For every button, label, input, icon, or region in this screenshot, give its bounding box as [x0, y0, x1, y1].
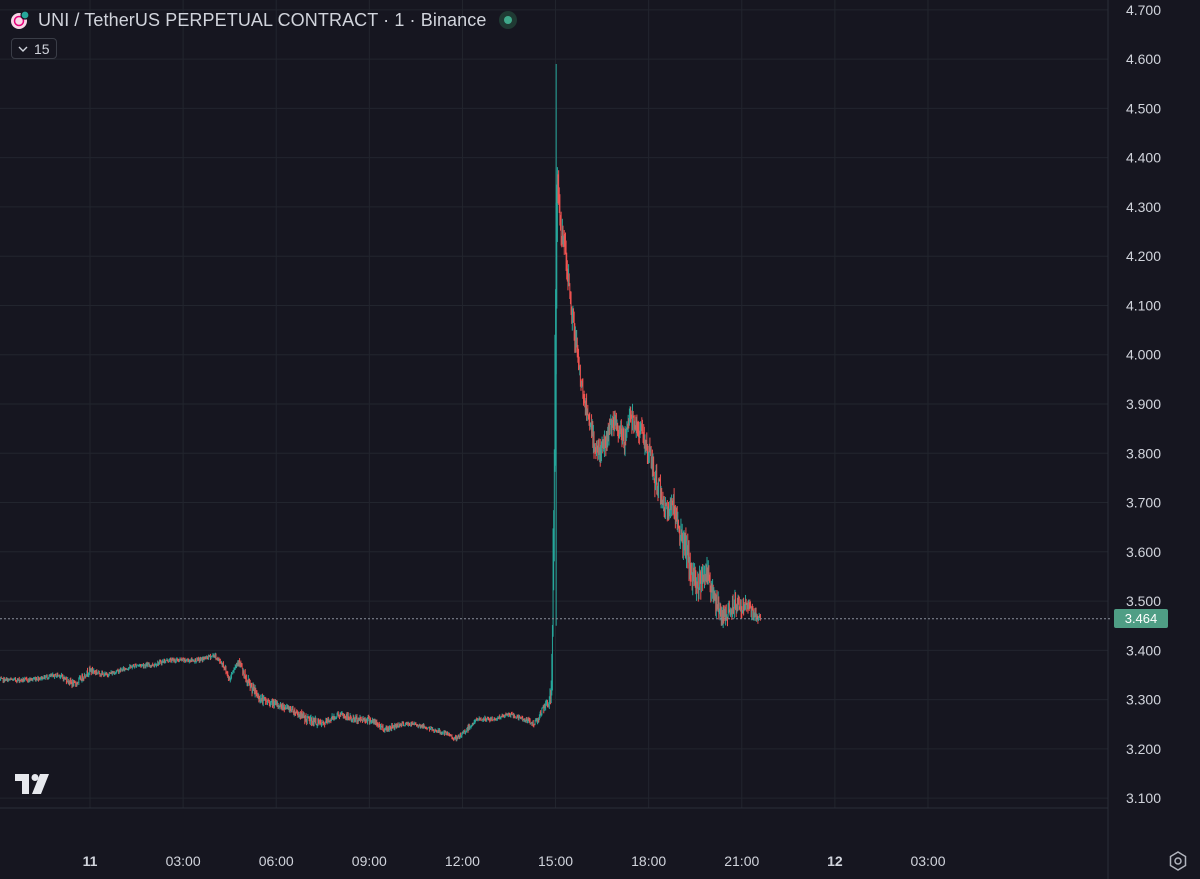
price-tick-label: 4.700 [1126, 2, 1161, 18]
chart-title: UNI / TetherUS PERPETUAL CONTRACT · 1 · … [38, 9, 487, 30]
time-axis[interactable]: 11 03:00 06:00 09:00 12:00 15:00 18:00 21:00 12 0… [83, 853, 946, 869]
time-tick-label: 03:00 [910, 853, 945, 869]
time-tick-label: 03:00 [166, 853, 201, 869]
price-tick-label: 3.700 [1126, 495, 1161, 511]
price-tick-label: 3.600 [1126, 544, 1161, 560]
price-tick-label: 3.400 [1126, 642, 1161, 658]
price-tick-label: 3.900 [1126, 396, 1161, 412]
price-tick-label: 4.000 [1126, 347, 1161, 363]
price-tick-label: 4.300 [1126, 199, 1161, 215]
chevron-down-icon [18, 46, 28, 52]
interval-collapse-button[interactable]: 15 [11, 38, 57, 59]
price-tick-label: 4.100 [1126, 297, 1161, 313]
price-axis[interactable]: 4.700 4.600 4.500 4.400 4.300 4.200 4.100 4.000… [1126, 2, 1161, 806]
time-tick-label: 12 [827, 853, 843, 869]
time-tick-label: 06:00 [259, 853, 294, 869]
price-tick-label: 4.200 [1126, 248, 1161, 264]
settings-icon[interactable] [1167, 850, 1189, 872]
price-tick-label: 3.500 [1126, 593, 1161, 609]
price-tick-label: 4.500 [1126, 100, 1161, 116]
symbol-logo-icon [10, 10, 30, 30]
price-tick-label: 3.300 [1126, 692, 1161, 708]
last-price-badge: 3.464 [1114, 608, 1168, 628]
price-tick-label: 3.100 [1126, 790, 1161, 806]
time-tick-label: 15:00 [538, 853, 573, 869]
tradingview-logo-icon[interactable] [15, 774, 51, 799]
price-tick-label: 3.800 [1126, 445, 1161, 461]
price-tick-label: 4.600 [1126, 51, 1161, 67]
candles [0, 64, 761, 742]
time-tick-label: 21:00 [724, 853, 759, 869]
price-tick-label: 4.400 [1126, 150, 1161, 166]
time-tick-label: 11 [83, 853, 98, 869]
price-tick-label: 3.200 [1126, 741, 1161, 757]
time-tick-label: 18:00 [631, 853, 666, 869]
time-tick-label: 09:00 [352, 853, 387, 869]
time-tick-label: 12:00 [445, 853, 480, 869]
interval-label: 15 [34, 40, 50, 57]
chart-header: UNI / TetherUS PERPETUAL CONTRACT · 1 · … [10, 8, 517, 32]
status-dot-icon[interactable] [498, 11, 517, 29]
